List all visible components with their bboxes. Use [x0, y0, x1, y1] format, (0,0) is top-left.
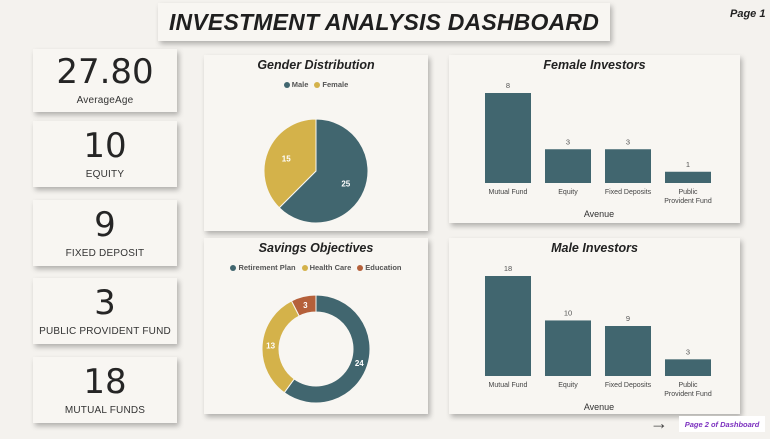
kpi-label: FIXED DEPOSIT: [65, 247, 145, 259]
legend-swatch: [357, 264, 364, 271]
female-investors-panel: Female Investors 8 Mutual Fund 3 Equity 3 Fix…: [449, 55, 740, 223]
dashboard-title: INVESTMENT ANALYSIS DASHBOARD: [168, 8, 600, 35]
male-investors-panel: Male Investors 18 Mutual Fund 10 Equity 9 Fix…: [449, 238, 740, 414]
kpi-card-public-provident-fund: 3 PUBLIC PROVIDENT FUND: [33, 278, 177, 344]
panel-title: Male Investors: [551, 241, 638, 255]
bar-value-label: 3: [686, 347, 690, 356]
legend-item-retirement-plan: Retirement Plan: [230, 263, 296, 272]
gender-pie-chart: 25 15: [263, 118, 369, 224]
bar-equity[interactable]: [545, 320, 591, 376]
pie-slice-male[interactable]: [278, 118, 369, 224]
kpi-card-mutual-funds: 18 MUTUAL FUNDS: [33, 357, 177, 423]
kpi-value: 9: [94, 204, 116, 245]
x-tick-label: Mutual Fund: [489, 189, 528, 196]
x-tick-label: Equity: [558, 382, 578, 389]
x-axis-label: Avenue: [584, 209, 614, 219]
pie-slice-retirement-plan[interactable]: [283, 294, 371, 404]
panel-title: Gender Distribution: [257, 58, 375, 72]
x-axis-label: Avenue: [584, 402, 614, 412]
legend-item-education: Education: [357, 263, 402, 272]
pie-label-education: 3: [303, 301, 308, 310]
x-tick-label: Fixed Deposits: [605, 382, 652, 389]
x-tick-label: Provident Fund: [664, 391, 712, 398]
pie-slice-education[interactable]: [290, 294, 317, 317]
bar-value-label: 10: [564, 308, 572, 317]
legend-swatch: [283, 81, 290, 88]
legend-swatch: [314, 81, 321, 88]
kpi-label: MUTUAL FUNDS: [64, 404, 146, 416]
bar-mutual-fund[interactable]: [485, 93, 531, 183]
savings-objectives-panel: Savings Objectives Retirement Plan Healt…: [204, 238, 428, 414]
legend: Male Female: [204, 80, 428, 89]
kpi-card-average-age: 27.80 AverageAge: [33, 49, 177, 112]
kpi-value: 10: [83, 125, 127, 166]
page-label: Page 1: [730, 8, 766, 20]
pie-label-health-care: 13: [266, 341, 275, 350]
bar-value-label: 1: [686, 160, 690, 169]
legend-item-health-care: Health Care: [301, 263, 352, 272]
title-card: INVESTMENT ANALYSIS DASHBOARD: [158, 3, 610, 41]
x-tick-label: Public: [678, 189, 698, 196]
bar-mutual-fund[interactable]: [485, 276, 531, 376]
legend-label: Male: [291, 80, 309, 89]
legend-label: Female: [322, 80, 349, 89]
kpi-label: EQUITY: [85, 168, 125, 180]
male-investors-bar-chart: 18 Mutual Fund 10 Equity 9 Fixed Deposits 3 Pub…: [485, 264, 712, 412]
x-tick-label: Provident Fund: [664, 198, 712, 205]
kpi-card-fixed-deposit: 9 FIXED DEPOSIT: [33, 200, 177, 266]
female-investors-bar-chart: 8 Mutual Fund 3 Equity 3 Fixed Deposits 1 Publi…: [485, 81, 712, 219]
legend-item-female: Female: [314, 80, 348, 89]
bar-public-provident-fund[interactable]: [665, 359, 711, 376]
bar-public-provident-fund[interactable]: [665, 171, 711, 183]
kpi-value: 3: [94, 282, 116, 323]
bar-value-label: 18: [504, 264, 512, 273]
panel-title: Savings Objectives: [258, 241, 374, 255]
x-tick-label: Mutual Fund: [489, 382, 528, 389]
legend: Retirement Plan Health Care Education: [204, 263, 428, 272]
panel-title: Female Investors: [543, 58, 646, 72]
bar-fixed-deposits[interactable]: [605, 149, 651, 183]
savings-donut-chart: 24 13 3: [261, 294, 371, 404]
bar-value-label: 8: [506, 81, 510, 90]
legend-swatch: [301, 264, 308, 271]
x-tick-label: Public: [678, 382, 698, 389]
bar-equity[interactable]: [545, 149, 591, 183]
pie-label-retirement-plan: 24: [355, 359, 364, 368]
pie-label-male: 25: [341, 179, 350, 188]
kpi-value: 18: [83, 361, 127, 402]
legend-label: Retirement Plan: [238, 263, 296, 272]
kpi-label: AverageAge: [76, 95, 134, 106]
kpi-card-equity: 10 EQUITY: [33, 121, 177, 187]
legend-swatch: [230, 264, 237, 271]
kpi-label: PUBLIC PROVIDENT FUND: [39, 325, 171, 337]
legend-label: Education: [365, 263, 402, 272]
pie-label-female: 15: [282, 155, 291, 164]
x-tick-label: Fixed Deposits: [605, 189, 652, 196]
bar-value-label: 3: [566, 137, 570, 146]
bar-value-label: 9: [626, 314, 630, 323]
x-tick-label: Equity: [558, 189, 578, 196]
gender-distribution-panel: Gender Distribution Male Female 25 15: [204, 55, 428, 231]
pie-slice-female[interactable]: [263, 118, 317, 209]
page-2-button[interactable]: Page 2 of Dashboard: [679, 416, 765, 432]
kpi-value: 27.80: [56, 52, 154, 92]
arrow-right-icon[interactable]: →: [650, 413, 668, 433]
bar-value-label: 3: [626, 137, 630, 146]
bar-fixed-deposits[interactable]: [605, 326, 651, 376]
legend-item-male: Male: [283, 80, 309, 89]
legend-label: Health Care: [309, 263, 352, 272]
